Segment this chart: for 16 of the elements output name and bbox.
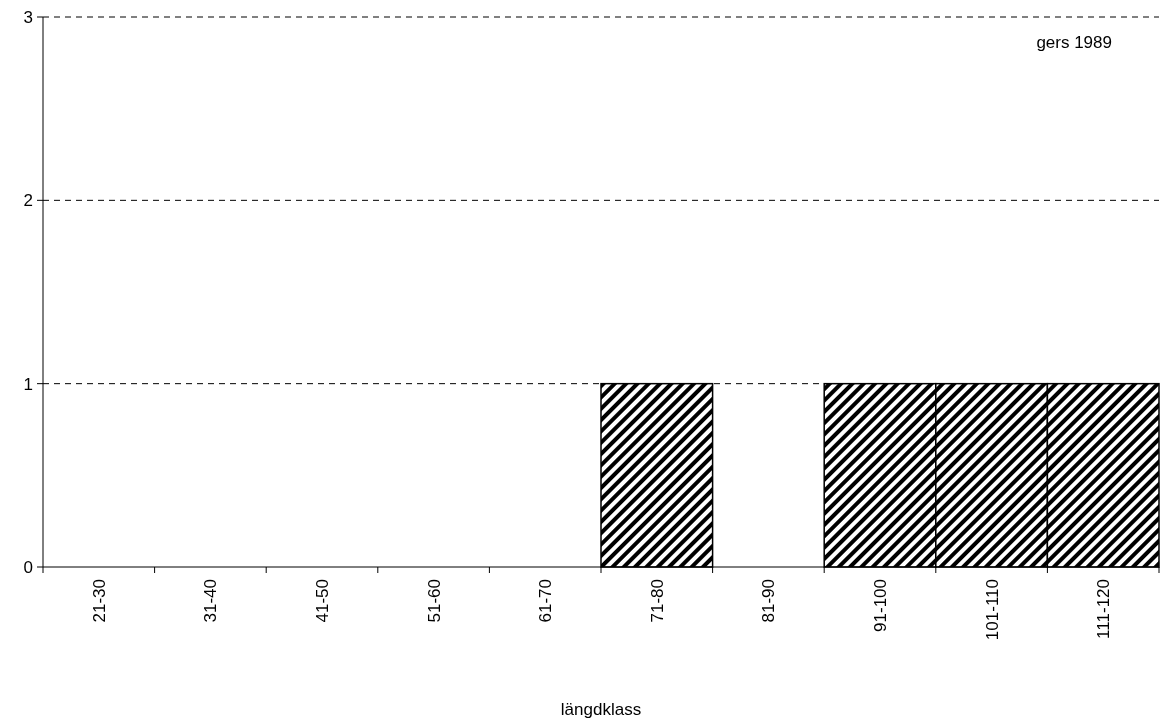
x-tick-label: 111-120 bbox=[1094, 579, 1114, 639]
x-tick-label: 41-50 bbox=[312, 579, 332, 623]
y-tick-label: 0 bbox=[23, 557, 33, 577]
x-tick-label: 21-30 bbox=[89, 579, 109, 623]
y-tick-label: 1 bbox=[23, 374, 33, 394]
x-tick-label: 71-80 bbox=[647, 579, 667, 623]
x-tick-label: 91-100 bbox=[870, 579, 890, 632]
x-tick-label: 31-40 bbox=[201, 579, 221, 623]
x-tick-label: 51-60 bbox=[424, 579, 444, 623]
annotation: gers 1989 bbox=[1036, 33, 1112, 52]
x-tick-label: 101-110 bbox=[982, 579, 1002, 641]
x-tick-label: 81-90 bbox=[759, 579, 779, 623]
x-axis-title: längdklass bbox=[560, 700, 642, 719]
x-tick-label: 61-70 bbox=[536, 579, 556, 623]
y-tick-label: 3 bbox=[23, 7, 33, 27]
y-tick-label: 2 bbox=[23, 191, 33, 211]
